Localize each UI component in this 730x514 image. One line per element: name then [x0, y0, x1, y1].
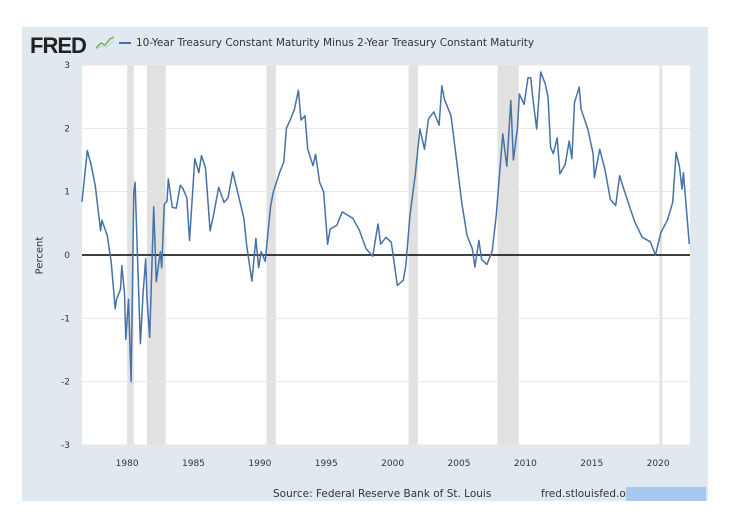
y-tick-label: 3 — [64, 61, 70, 71]
footer-bar — [626, 487, 706, 501]
x-tick-label: 1985 — [182, 459, 205, 469]
x-tick-label: 1980 — [116, 459, 139, 469]
x-tick-label: 1995 — [315, 459, 338, 469]
source-note: Source: Federal Reserve Bank of St. Loui… — [273, 488, 492, 500]
y-tick-label: 1 — [64, 188, 70, 198]
x-tick-label: 2020 — [647, 459, 670, 469]
y-axis-label: Percent — [34, 236, 46, 275]
x-tick-label: 1990 — [248, 459, 271, 469]
y-tick-label: -1 — [61, 314, 70, 324]
line-graph-icon — [95, 36, 115, 50]
x-tick-label: 2010 — [514, 459, 537, 469]
y-tick-label: -2 — [61, 378, 70, 388]
fred-logo[interactable]: FRED — [30, 33, 87, 58]
y-tick-label: -3 — [61, 441, 70, 451]
legend-swatch — [119, 42, 131, 44]
series-line — [81, 71, 691, 383]
x-tick-label: 2005 — [448, 459, 471, 469]
x-tick-label: 2015 — [580, 459, 603, 469]
y-tick-label: 0 — [64, 251, 70, 261]
legend-label: 10-Year Treasury Constant Maturity Minus… — [136, 37, 535, 49]
site-link[interactable]: fred.stlouisfed.org — [541, 488, 637, 500]
legend: 10-Year Treasury Constant Maturity Minus… — [119, 37, 534, 49]
y-tick-label: 2 — [64, 124, 70, 134]
x-tick-label: 2000 — [381, 459, 404, 469]
